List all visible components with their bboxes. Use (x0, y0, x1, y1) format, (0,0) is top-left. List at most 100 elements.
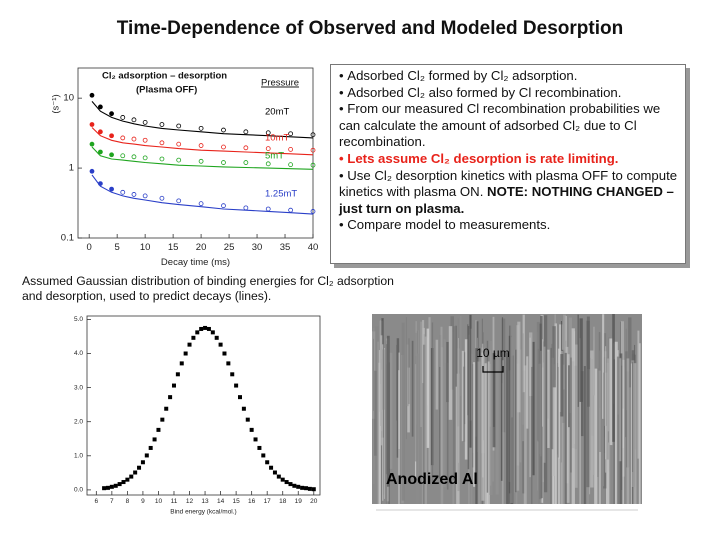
y-tick-label: 4.0 (74, 350, 83, 357)
texture-streak (431, 322, 434, 482)
texture-streak (602, 314, 605, 419)
data-point (198, 158, 204, 164)
y-tick-label: 2.0 (74, 418, 83, 425)
texture-streak (427, 337, 429, 406)
x-tick-label: 5 (115, 242, 120, 253)
texture-streak (455, 325, 457, 387)
data-point (159, 156, 165, 162)
scale-bar (482, 366, 504, 373)
x-tick-label: 18 (279, 498, 287, 505)
y-tick-label: 3.0 (74, 384, 83, 391)
texture-streak (638, 343, 641, 504)
data-point (245, 417, 250, 422)
data-point (175, 372, 180, 377)
texture-streak (543, 346, 546, 463)
texture-streak (446, 362, 449, 490)
series-label: 5mT (265, 151, 284, 162)
data-point (187, 342, 192, 347)
data-point (210, 330, 215, 335)
data-point (176, 123, 182, 129)
data-point (257, 445, 262, 450)
texture-streak (552, 326, 556, 388)
x-tick-label: 40 (308, 242, 319, 253)
texture-streak (380, 335, 383, 446)
texture-streak (384, 340, 387, 504)
data-point (265, 161, 271, 167)
data-point (288, 207, 294, 213)
x-tick-label: 15 (168, 242, 179, 253)
data-point (121, 480, 126, 485)
data-point (310, 147, 316, 153)
texture-streak (531, 366, 533, 504)
texture-streak (609, 343, 611, 504)
data-point (97, 104, 103, 110)
data-point (221, 203, 226, 209)
bullet: From our measured Cl recombination proba… (339, 101, 681, 151)
data-point (261, 453, 266, 458)
data-point (238, 395, 243, 400)
data-point (109, 186, 114, 192)
bullet: Adsorbed Cl₂ formed by Cl₂ adsorption. (339, 68, 681, 85)
data-point (131, 117, 137, 123)
scale-label: 10 µm (476, 346, 510, 360)
data-point (198, 125, 204, 131)
texture-streak (586, 316, 590, 407)
y-axis-label: (s⁻¹) (51, 94, 62, 113)
texture-streak (613, 359, 615, 504)
texture-streak (435, 339, 439, 410)
texture-streak (542, 339, 543, 427)
data-point (109, 111, 114, 117)
sem-image: 10 µm Anodized Al (372, 314, 642, 524)
texture-streak (405, 317, 407, 440)
texture-streak (577, 314, 579, 407)
data-point (243, 205, 249, 211)
data-point (131, 192, 137, 197)
texture-streak (422, 320, 425, 384)
data-point (97, 181, 103, 186)
texture-streak (529, 337, 531, 478)
texture-streak (411, 340, 414, 437)
texture-streak (396, 338, 400, 458)
texture-streak (564, 352, 567, 504)
data-point (89, 168, 95, 174)
y-tick-label: 5.0 (74, 316, 83, 323)
model-line (91, 101, 314, 139)
texture-streak (594, 368, 598, 504)
texture-streak (554, 323, 557, 504)
texture-streak (505, 352, 510, 504)
data-point (276, 474, 281, 479)
bullet: Lets assume Cl₂ desorption is rate limit… (339, 151, 681, 168)
texture-streak (461, 350, 464, 442)
texture-streak (612, 314, 615, 442)
data-point (117, 482, 122, 487)
bullet: Compare model to measurements. (339, 217, 681, 234)
data-point (265, 206, 271, 212)
texture-streak (597, 368, 599, 478)
image-footer (372, 504, 642, 524)
data-point (300, 485, 305, 490)
y-tick-label: 0.0 (74, 487, 83, 494)
texture-streak (452, 326, 455, 481)
x-tick-label: 14 (217, 498, 225, 505)
data-point (265, 130, 271, 136)
data-point (120, 115, 126, 120)
y-tick-label: 1.0 (74, 453, 83, 460)
data-point (296, 484, 301, 489)
data-point (160, 417, 165, 422)
data-point (206, 326, 211, 331)
texture-streak (513, 349, 516, 493)
x-tick-label: 11 (171, 498, 178, 505)
texture-streak (509, 324, 513, 504)
texture-streak (583, 366, 586, 504)
texture-streak (532, 341, 535, 476)
data-point (221, 144, 226, 150)
texture-streak (481, 352, 485, 501)
data-point (133, 470, 138, 475)
data-point (226, 361, 231, 366)
texture-streak (618, 358, 622, 462)
texture-streak (464, 352, 466, 425)
texture-streak (382, 344, 384, 501)
x-axis-label: Decay time (ms) (161, 257, 230, 268)
x-tick-label: 6 (95, 498, 99, 505)
data-point (171, 383, 176, 388)
